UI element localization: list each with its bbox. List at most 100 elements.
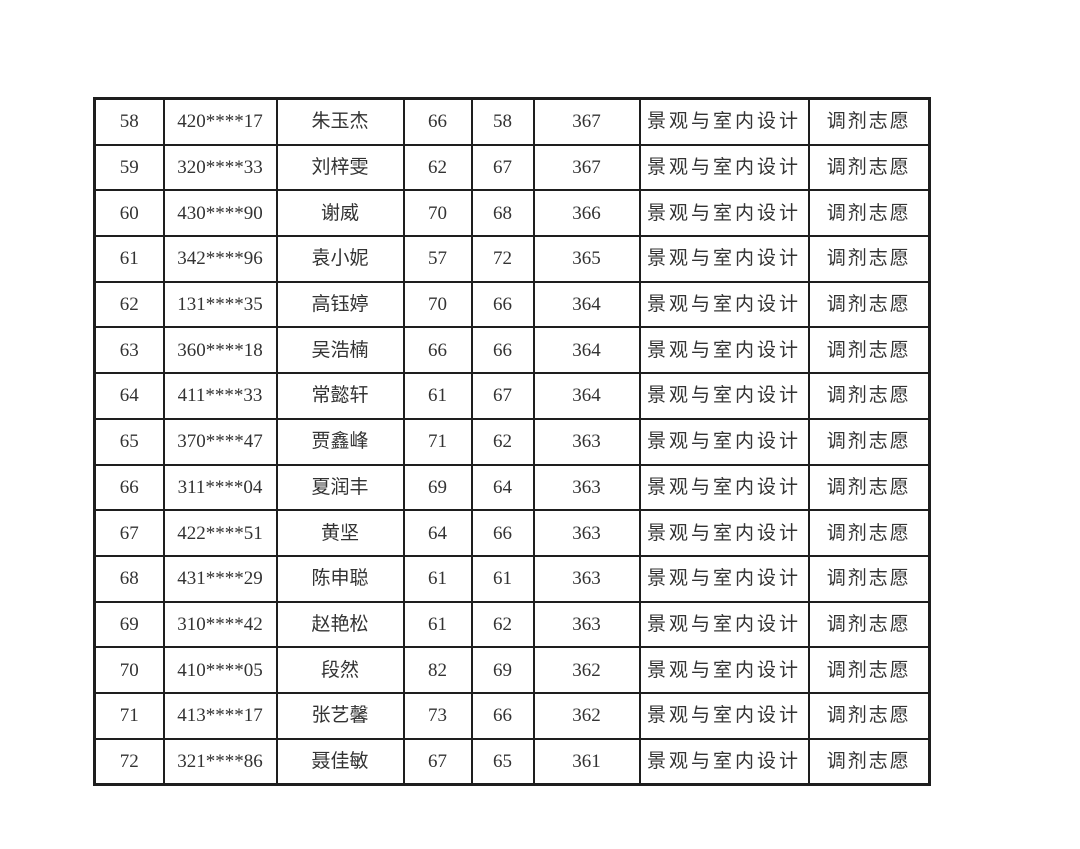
- cell-name: 赵艳松: [275, 600, 405, 649]
- cell-score2: 68: [470, 189, 535, 238]
- cell-rank: 62: [93, 280, 165, 329]
- cell-score2: 65: [470, 737, 535, 786]
- cell-id-masked: 422****51: [162, 509, 278, 557]
- cell-id-masked: 430****90: [162, 189, 278, 238]
- cell-preference: 调剂志愿: [807, 97, 931, 146]
- cell-total: 365: [532, 235, 641, 283]
- cell-name: 常懿轩: [275, 372, 405, 420]
- cell-rank: 71: [93, 691, 165, 740]
- cell-total: 363: [532, 509, 641, 557]
- cell-id-masked: 321****86: [162, 737, 278, 786]
- cell-score2: 58: [470, 97, 535, 146]
- cell-score1: 70: [402, 189, 473, 238]
- cell-total: 363: [532, 600, 641, 649]
- cell-score2: 62: [470, 600, 535, 649]
- cell-major: 景观与室内设计: [638, 600, 810, 649]
- cell-name: 夏润丰: [275, 463, 405, 512]
- table-row: 70 410****05 段然 82 69 362 景观与室内设计 调剂志愿: [93, 646, 931, 694]
- cell-score2: 72: [470, 235, 535, 283]
- cell-score1: 66: [402, 326, 473, 375]
- cell-name: 刘梓雯: [275, 143, 405, 192]
- cell-score2: 64: [470, 463, 535, 512]
- cell-preference: 调剂志愿: [807, 554, 931, 603]
- cell-preference: 调剂志愿: [807, 691, 931, 740]
- cell-major: 景观与室内设计: [638, 554, 810, 603]
- cell-name: 朱玉杰: [275, 97, 405, 146]
- cell-preference: 调剂志愿: [807, 737, 931, 786]
- cell-score1: 73: [402, 691, 473, 740]
- cell-name: 贾鑫峰: [275, 417, 405, 466]
- cell-total: 367: [532, 143, 641, 192]
- cell-score1: 66: [402, 97, 473, 146]
- table-row: 63 360****18 吴浩楠 66 66 364 景观与室内设计 调剂志愿: [93, 326, 931, 375]
- table-row: 62 131****35 高钰婷 70 66 364 景观与室内设计 调剂志愿: [93, 280, 931, 329]
- cell-preference: 调剂志愿: [807, 463, 931, 512]
- cell-total: 363: [532, 417, 641, 466]
- cell-id-masked: 431****29: [162, 554, 278, 603]
- cell-id-masked: 360****18: [162, 326, 278, 375]
- cell-score2: 69: [470, 646, 535, 694]
- score-table: 58 420****17 朱玉杰 66 58 367 景观与室内设计 调剂志愿 59 320***…: [93, 97, 931, 787]
- cell-preference: 调剂志愿: [807, 235, 931, 283]
- cell-major: 景观与室内设计: [638, 372, 810, 420]
- cell-total: 366: [532, 189, 641, 238]
- cell-rank: 61: [93, 235, 165, 283]
- cell-score1: 71: [402, 417, 473, 466]
- cell-major: 景观与室内设计: [638, 646, 810, 694]
- cell-major: 景观与室内设计: [638, 97, 810, 146]
- cell-total: 364: [532, 326, 641, 375]
- cell-preference: 调剂志愿: [807, 280, 931, 329]
- cell-rank: 63: [93, 326, 165, 375]
- cell-name: 张艺馨: [275, 691, 405, 740]
- cell-score1: 61: [402, 554, 473, 603]
- table-row: 66 311****04 夏润丰 69 64 363 景观与室内设计 调剂志愿: [93, 463, 931, 512]
- cell-id-masked: 131****35: [162, 280, 278, 329]
- cell-name: 高钰婷: [275, 280, 405, 329]
- cell-id-masked: 411****33: [162, 372, 278, 420]
- cell-preference: 调剂志愿: [807, 600, 931, 649]
- cell-score1: 82: [402, 646, 473, 694]
- cell-name: 袁小妮: [275, 235, 405, 283]
- cell-rank: 59: [93, 143, 165, 192]
- cell-total: 364: [532, 280, 641, 329]
- cell-id-masked: 311****04: [162, 463, 278, 512]
- cell-preference: 调剂志愿: [807, 417, 931, 466]
- cell-preference: 调剂志愿: [807, 646, 931, 694]
- cell-preference: 调剂志愿: [807, 189, 931, 238]
- cell-score2: 66: [470, 691, 535, 740]
- cell-total: 361: [532, 737, 641, 786]
- cell-rank: 66: [93, 463, 165, 512]
- cell-score2: 67: [470, 143, 535, 192]
- table-row: 60 430****90 谢威 70 68 366 景观与室内设计 调剂志愿: [93, 189, 931, 238]
- cell-score1: 70: [402, 280, 473, 329]
- cell-name: 吴浩楠: [275, 326, 405, 375]
- table-row: 64 411****33 常懿轩 61 67 364 景观与室内设计 调剂志愿: [93, 372, 931, 420]
- cell-rank: 60: [93, 189, 165, 238]
- cell-total: 363: [532, 463, 641, 512]
- cell-score2: 67: [470, 372, 535, 420]
- cell-major: 景观与室内设计: [638, 417, 810, 466]
- cell-score2: 66: [470, 326, 535, 375]
- cell-preference: 调剂志愿: [807, 509, 931, 557]
- table-row: 69 310****42 赵艳松 61 62 363 景观与室内设计 调剂志愿: [93, 600, 931, 649]
- cell-rank: 67: [93, 509, 165, 557]
- cell-major: 景观与室内设计: [638, 463, 810, 512]
- cell-name: 陈申聪: [275, 554, 405, 603]
- cell-name: 聂佳敏: [275, 737, 405, 786]
- table-row: 58 420****17 朱玉杰 66 58 367 景观与室内设计 调剂志愿: [93, 97, 931, 146]
- table-row: 59 320****33 刘梓雯 62 67 367 景观与室内设计 调剂志愿: [93, 143, 931, 192]
- cell-major: 景观与室内设计: [638, 280, 810, 329]
- cell-id-masked: 342****96: [162, 235, 278, 283]
- cell-total: 367: [532, 97, 641, 146]
- table-row: 61 342****96 袁小妮 57 72 365 景观与室内设计 调剂志愿: [93, 235, 931, 283]
- score-table-body: 58 420****17 朱玉杰 66 58 367 景观与室内设计 调剂志愿 59 320***…: [93, 97, 931, 786]
- cell-major: 景观与室内设计: [638, 143, 810, 192]
- cell-total: 363: [532, 554, 641, 603]
- cell-major: 景观与室内设计: [638, 235, 810, 283]
- table-row: 68 431****29 陈申聪 61 61 363 景观与室内设计 调剂志愿: [93, 554, 931, 603]
- cell-rank: 65: [93, 417, 165, 466]
- cell-id-masked: 320****33: [162, 143, 278, 192]
- cell-major: 景观与室内设计: [638, 691, 810, 740]
- cell-total: 362: [532, 691, 641, 740]
